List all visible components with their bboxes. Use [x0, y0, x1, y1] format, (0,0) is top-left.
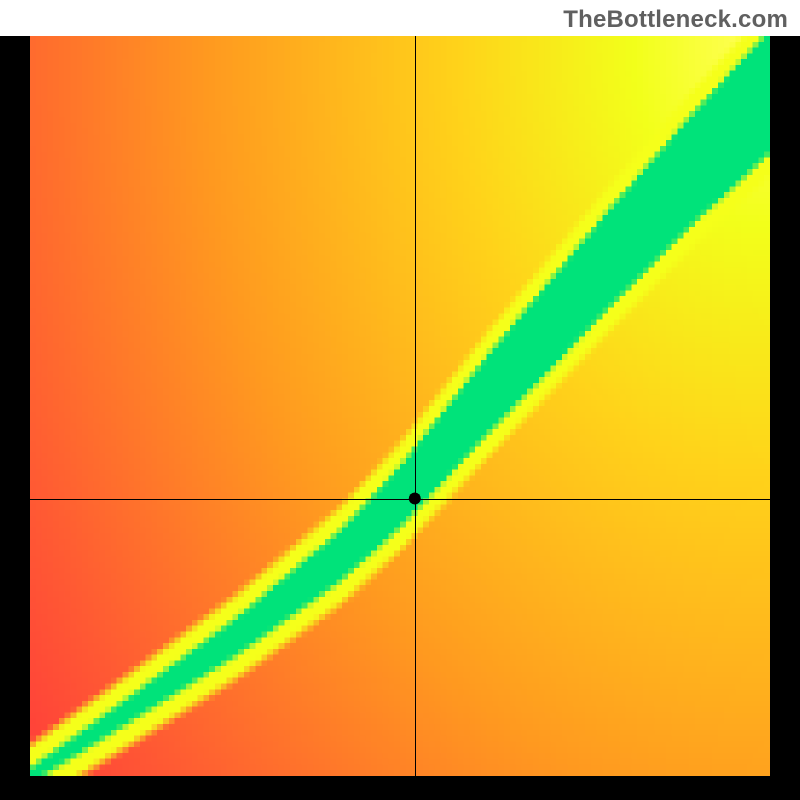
chart-container: TheBottleneck.com [0, 0, 800, 800]
watermark-text: TheBottleneck.com [563, 6, 788, 34]
overlay-canvas [30, 36, 770, 776]
